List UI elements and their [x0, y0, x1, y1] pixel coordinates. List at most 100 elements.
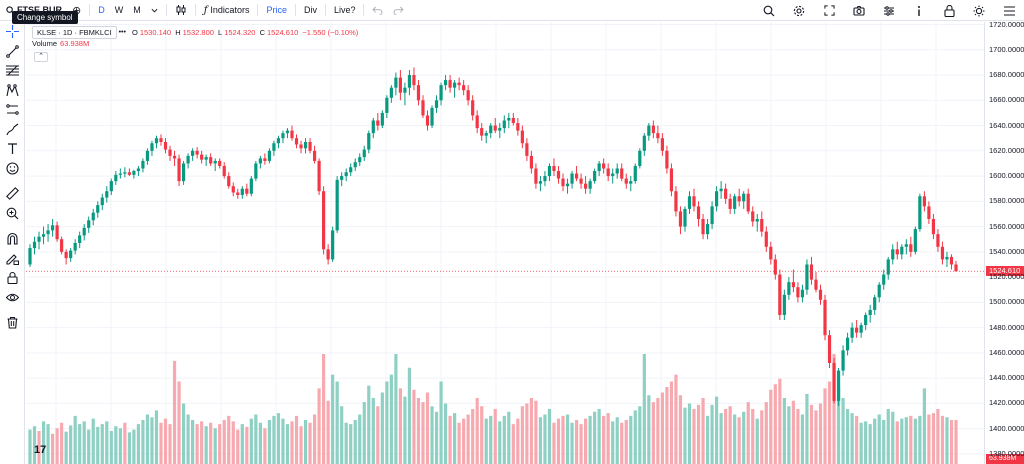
volume-bar — [516, 418, 520, 464]
volume-bar — [123, 422, 127, 464]
indicators-button[interactable]: ƒ Indicators — [199, 0, 255, 21]
volume-bar — [466, 414, 470, 464]
compare-button[interactable]: ⊕ — [67, 0, 86, 21]
lock-drawings-tool[interactable] — [0, 268, 25, 288]
candle-body — [55, 225, 59, 240]
volume-bar — [511, 424, 515, 464]
stay-in-drawing-tool[interactable] — [0, 249, 25, 269]
candle-body — [362, 149, 366, 158]
lock-button[interactable] — [934, 0, 964, 21]
smiley-icon — [6, 162, 19, 175]
price-chart[interactable] — [26, 22, 984, 464]
volume-bar — [91, 418, 95, 464]
remove-drawings-tool[interactable] — [0, 313, 25, 333]
sliders-icon — [884, 5, 894, 16]
magnet-tool[interactable] — [0, 229, 25, 249]
candle-body — [710, 206, 714, 225]
price-tick-label: 1460.0000 — [989, 347, 1024, 357]
divider — [363, 4, 365, 16]
candle-body — [683, 208, 687, 227]
fullscreen-button[interactable] — [814, 0, 844, 21]
emoji-tool[interactable] — [0, 159, 25, 179]
candle-body — [475, 115, 479, 129]
price-scale[interactable]: 1524.610 63.938M 1720.0000 1700.0000 1680.… — [984, 20, 1024, 464]
lock-icon — [943, 4, 955, 17]
candle-body — [263, 158, 267, 161]
candle-body — [760, 219, 764, 232]
volume-bar — [290, 421, 294, 464]
volume-bar — [367, 385, 371, 464]
forecast-tool[interactable] — [0, 100, 25, 120]
tradingview-logo[interactable]: 17 — [34, 444, 47, 456]
interval-week-button[interactable]: W — [114, 5, 124, 15]
interval-day-button[interactable]: D — [98, 5, 105, 15]
object-tree-button[interactable] — [874, 0, 904, 21]
volume-bar — [782, 398, 786, 464]
candle-body — [936, 234, 940, 247]
interval-month-button[interactable]: M — [133, 5, 141, 15]
volume-bar — [579, 424, 583, 464]
volume-bar — [669, 381, 674, 464]
candle-body — [267, 150, 272, 161]
volume-bar — [60, 422, 64, 464]
pattern-tool[interactable] — [0, 81, 25, 101]
volume-bar — [800, 414, 805, 464]
snapshot-button[interactable] — [844, 0, 874, 21]
volume-bar — [64, 431, 68, 464]
theme-button[interactable] — [964, 0, 994, 21]
candle-body — [60, 239, 64, 252]
measure-tool[interactable] — [0, 184, 25, 204]
trash-icon — [7, 317, 18, 329]
chart-type-button[interactable] — [170, 0, 192, 21]
collapse-legend-button[interactable]: ⌃ — [34, 52, 48, 62]
legend-symbol[interactable]: KLSE · 1D · FBMKLCI — [32, 26, 117, 39]
info-button[interactable] — [904, 0, 934, 21]
redo-button[interactable] — [388, 0, 409, 21]
volume-bar — [453, 413, 457, 464]
volume-bar — [82, 421, 86, 464]
volume-bar — [538, 417, 543, 464]
candle-body — [882, 274, 886, 285]
candle-body — [163, 141, 168, 150]
candle-body — [105, 191, 109, 198]
high-value: 1532.800 — [182, 28, 214, 37]
volume-bar — [132, 429, 136, 464]
dividend-button[interactable]: Div — [303, 5, 317, 15]
trend-line-tool[interactable] — [0, 42, 25, 62]
live-button[interactable]: Live? — [333, 5, 356, 15]
legend-more-button[interactable]: ••• — [118, 29, 126, 36]
volume-bar — [240, 424, 244, 464]
candle-body — [850, 327, 854, 338]
volume-bar — [814, 410, 818, 464]
zoom-tool[interactable] — [0, 204, 25, 224]
pattern-icon — [6, 84, 19, 96]
volume-bar — [172, 360, 177, 464]
volume-bar — [556, 418, 561, 464]
volume-bar — [285, 424, 290, 464]
fib-tool[interactable] — [0, 61, 25, 81]
quick-search-button[interactable] — [754, 0, 784, 21]
volume-bar — [678, 395, 683, 464]
candle-body — [73, 243, 77, 251]
more-button[interactable] — [994, 0, 1024, 21]
volume-bar — [674, 374, 678, 464]
candle-body — [312, 150, 317, 161]
symbol-name: FTSE BUR — [17, 5, 62, 15]
candle-body — [696, 206, 701, 220]
hide-drawings-tool[interactable] — [0, 288, 25, 308]
volume-bar — [109, 431, 113, 464]
interval-dropdown-button[interactable] — [146, 0, 163, 21]
candle-body — [538, 181, 543, 184]
volume-bar — [281, 418, 285, 464]
candle-body — [864, 314, 868, 326]
candle-body — [331, 230, 335, 260]
settings-button[interactable] — [784, 0, 814, 21]
undo-button[interactable] — [367, 0, 388, 21]
volume-bar — [376, 406, 380, 464]
crosshair-tool[interactable] — [0, 22, 25, 42]
brush-tool[interactable] — [0, 120, 25, 140]
candle-body — [385, 97, 389, 113]
candle-body — [91, 212, 95, 221]
text-tool[interactable] — [0, 139, 25, 159]
price-button[interactable]: Price — [266, 5, 287, 15]
